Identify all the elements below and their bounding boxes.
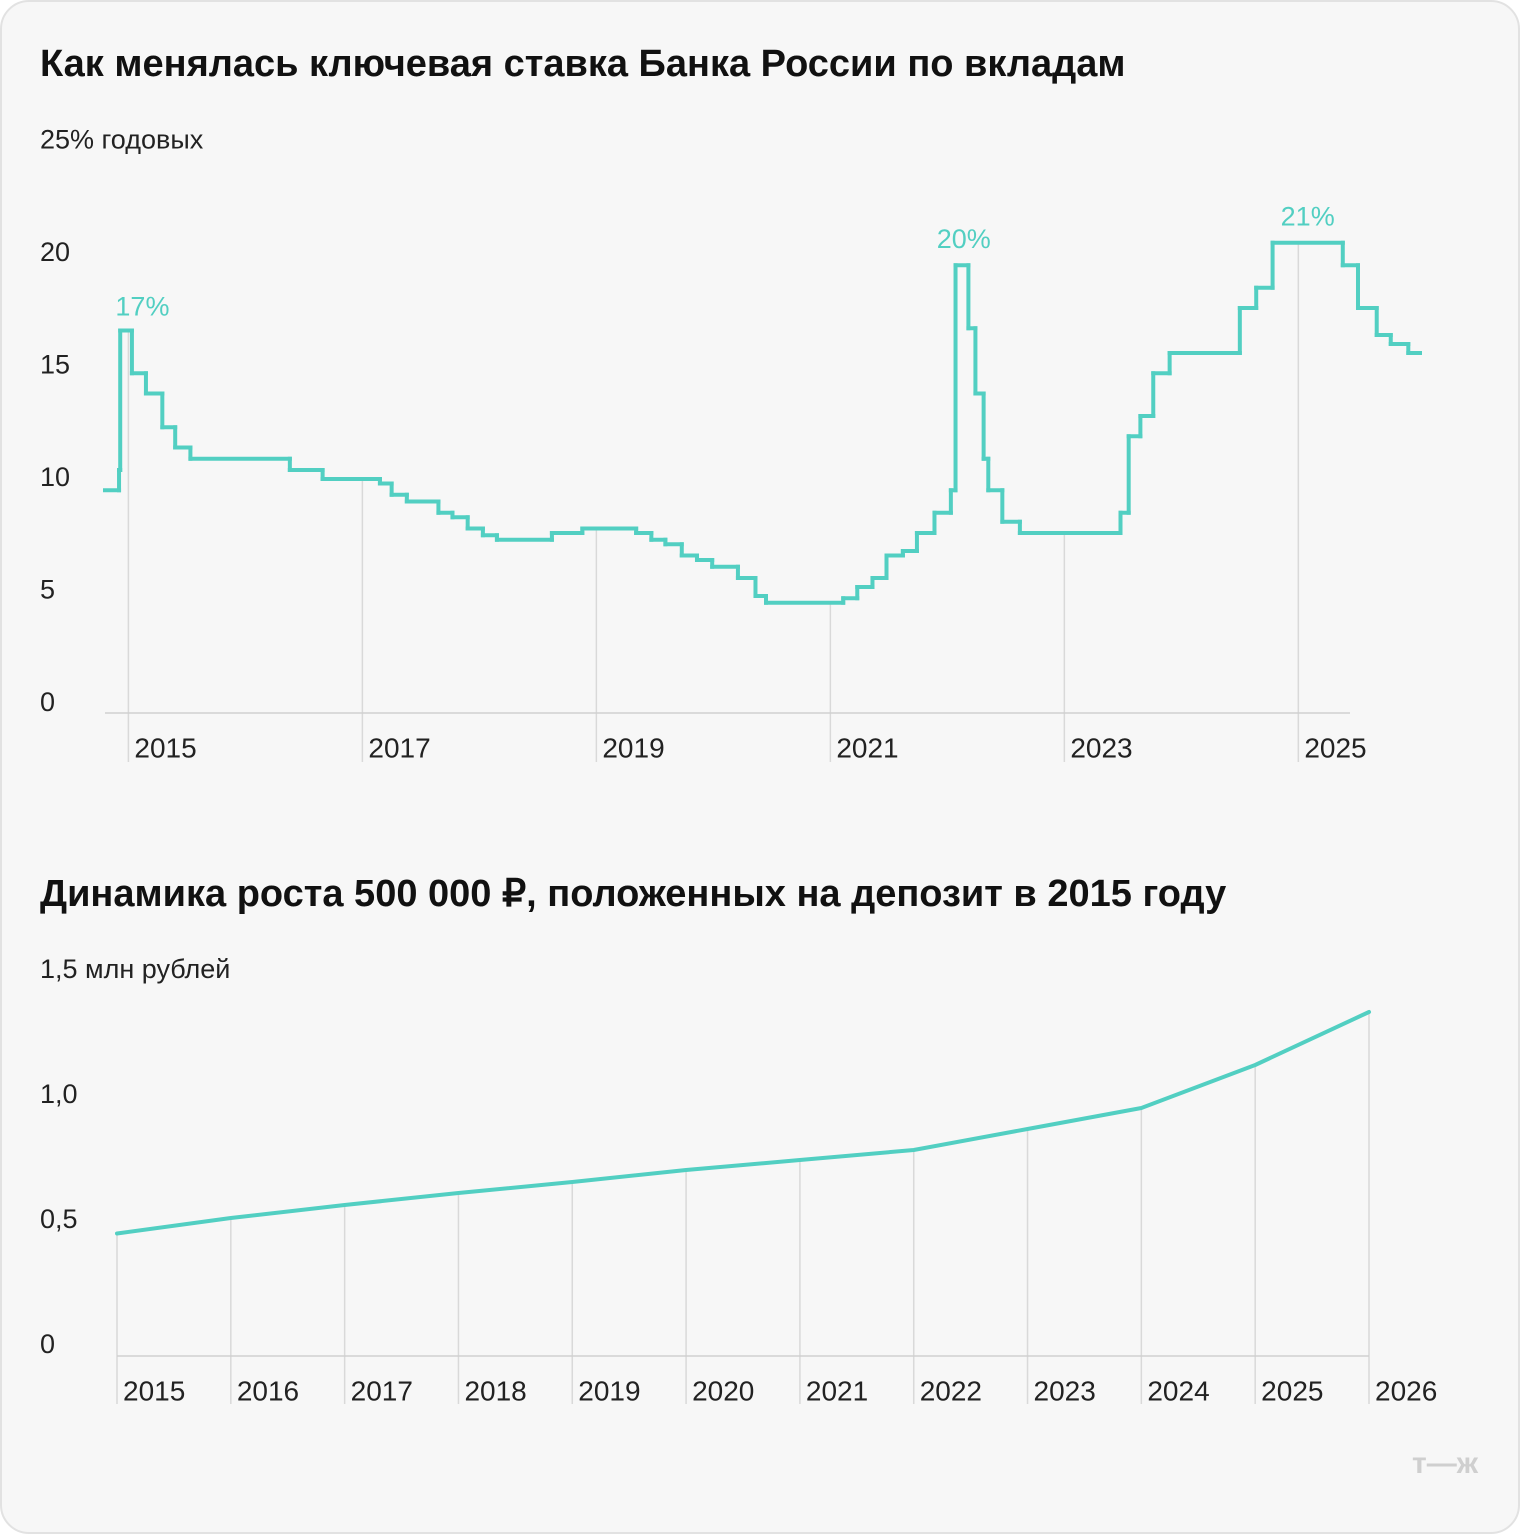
y-tick-label: 0 [40, 1329, 55, 1359]
y-tick-label: 20 [40, 237, 70, 267]
x-tick-label: 2018 [464, 1375, 526, 1406]
x-tick-label: 2020 [692, 1375, 754, 1406]
y-tick-label: 5 [40, 575, 55, 605]
x-tick-label: 2022 [920, 1375, 982, 1406]
y-tick-label: 0,5 [40, 1204, 78, 1234]
peak-annotation: 21% [1281, 202, 1335, 232]
x-tick-label: 2015 [134, 732, 196, 763]
chart-title: Как менялась ключевая ставка Банка Росси… [40, 43, 1126, 85]
y-tick-label: 0 [40, 687, 55, 717]
x-tick-label: 2017 [368, 732, 430, 763]
x-tick-label: 2025 [1304, 732, 1366, 763]
peak-annotation: 20% [937, 224, 991, 254]
x-tick-label: 2019 [578, 1375, 640, 1406]
y-tick-label: 1,5 млн рублей [40, 954, 230, 984]
logo: т—ж [1412, 1447, 1479, 1480]
x-tick-label: 2023 [1034, 1375, 1096, 1406]
x-tick-label: 2024 [1147, 1375, 1209, 1406]
y-tick-label: 15 [40, 350, 70, 380]
x-tick-label: 2015 [123, 1375, 185, 1406]
x-tick-label: 2017 [351, 1375, 413, 1406]
peak-annotation: 17% [115, 292, 169, 322]
x-tick-label: 2019 [602, 732, 664, 763]
x-tick-label: 2025 [1261, 1375, 1323, 1406]
x-tick-label: 2026 [1375, 1375, 1437, 1406]
y-tick-label: 1,0 [40, 1079, 78, 1109]
x-tick-label: 2021 [806, 1375, 868, 1406]
chart-title: Динамика роста 500 000 ₽, положенных на … [40, 873, 1226, 915]
y-tick-label: 10 [40, 462, 70, 492]
y-tick-label: 25% годовых [40, 125, 204, 155]
x-tick-label: 2023 [1070, 732, 1132, 763]
x-tick-label: 2016 [237, 1375, 299, 1406]
x-tick-label: 2021 [836, 732, 898, 763]
data-line [115, 1010, 1371, 1236]
